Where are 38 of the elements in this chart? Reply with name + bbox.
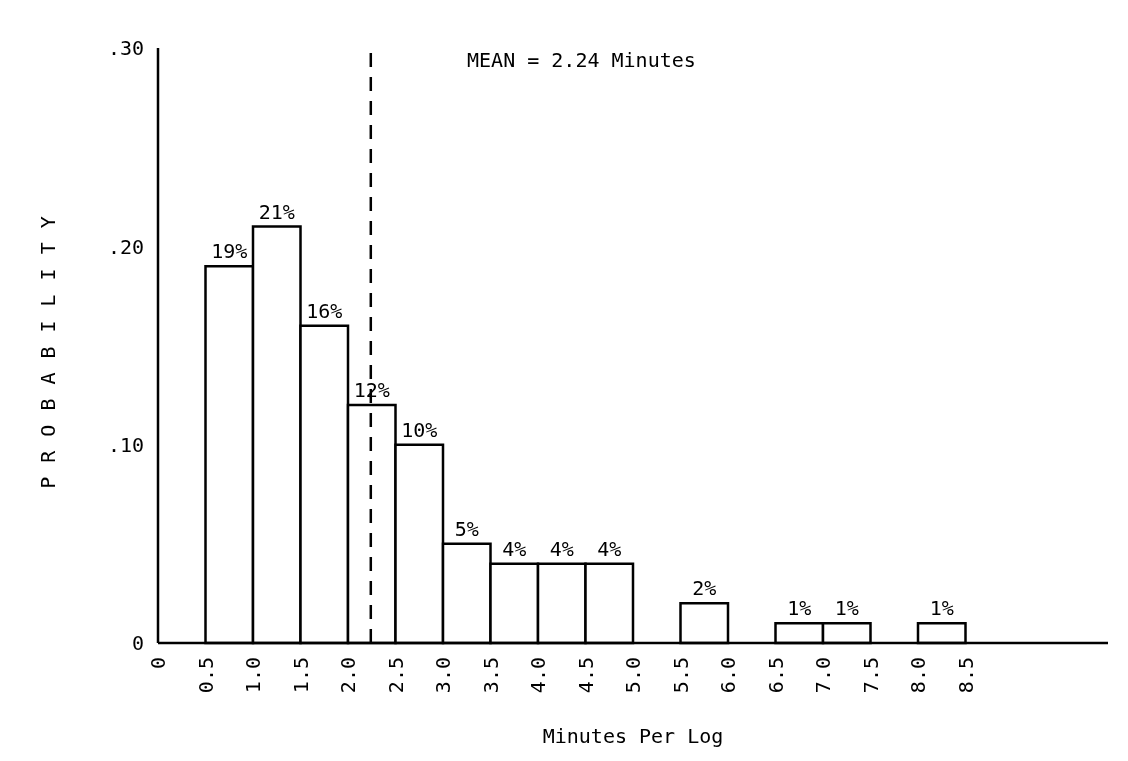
data-label: 1% [929, 596, 954, 621]
x-tick-label: 2.0 [336, 657, 361, 694]
x-tick-label: 6.0 [716, 657, 741, 694]
x-tick-label: 6.5 [763, 657, 788, 694]
y-tick-label: .30 [107, 36, 144, 61]
y-tick-label: .10 [107, 432, 144, 457]
x-tick-label: 5.0 [621, 657, 646, 694]
x-tick-label: 2.5 [383, 657, 408, 694]
data-label: 4% [597, 536, 622, 561]
data-label: 2% [692, 576, 717, 601]
x-tick-label: 1.0 [241, 657, 266, 694]
data-label: 5% [454, 516, 479, 541]
x-tick-label: 0.5 [193, 657, 218, 694]
y-tick-label: 0 [131, 631, 144, 656]
data-label: 4% [549, 536, 574, 561]
x-tick-label: 3.5 [478, 657, 503, 694]
data-label: 1% [834, 596, 859, 621]
ref-line-label: MEAN = 2.24 Minutes [467, 48, 696, 73]
x-tick-label: 3.0 [431, 657, 456, 694]
x-tick-label: 1.5 [288, 657, 313, 694]
x-tick-label: 7.0 [811, 657, 836, 694]
x-tick-label: 8.0 [906, 657, 931, 694]
data-label: 12% [353, 378, 390, 402]
x-axis-title: Minutes Per Log [542, 724, 724, 748]
data-label: 1% [787, 596, 812, 621]
data-label: 4% [502, 536, 527, 561]
y-tick-label: .20 [107, 234, 144, 259]
x-tick-label: 7.5 [858, 657, 883, 694]
data-label: 16% [306, 298, 343, 323]
y-axis-title: PROBABILITY [36, 202, 61, 489]
x-tick-label: 4.0 [526, 657, 551, 694]
x-tick-label: 4.5 [573, 657, 598, 694]
data-label: 21% [258, 199, 295, 224]
data-label: 19% [211, 239, 248, 264]
x-tick-label: 0 [146, 657, 171, 670]
x-tick-label: 5.5 [668, 657, 693, 694]
data-label: 10% [401, 417, 438, 442]
x-tick-label: 8.5 [953, 657, 978, 694]
